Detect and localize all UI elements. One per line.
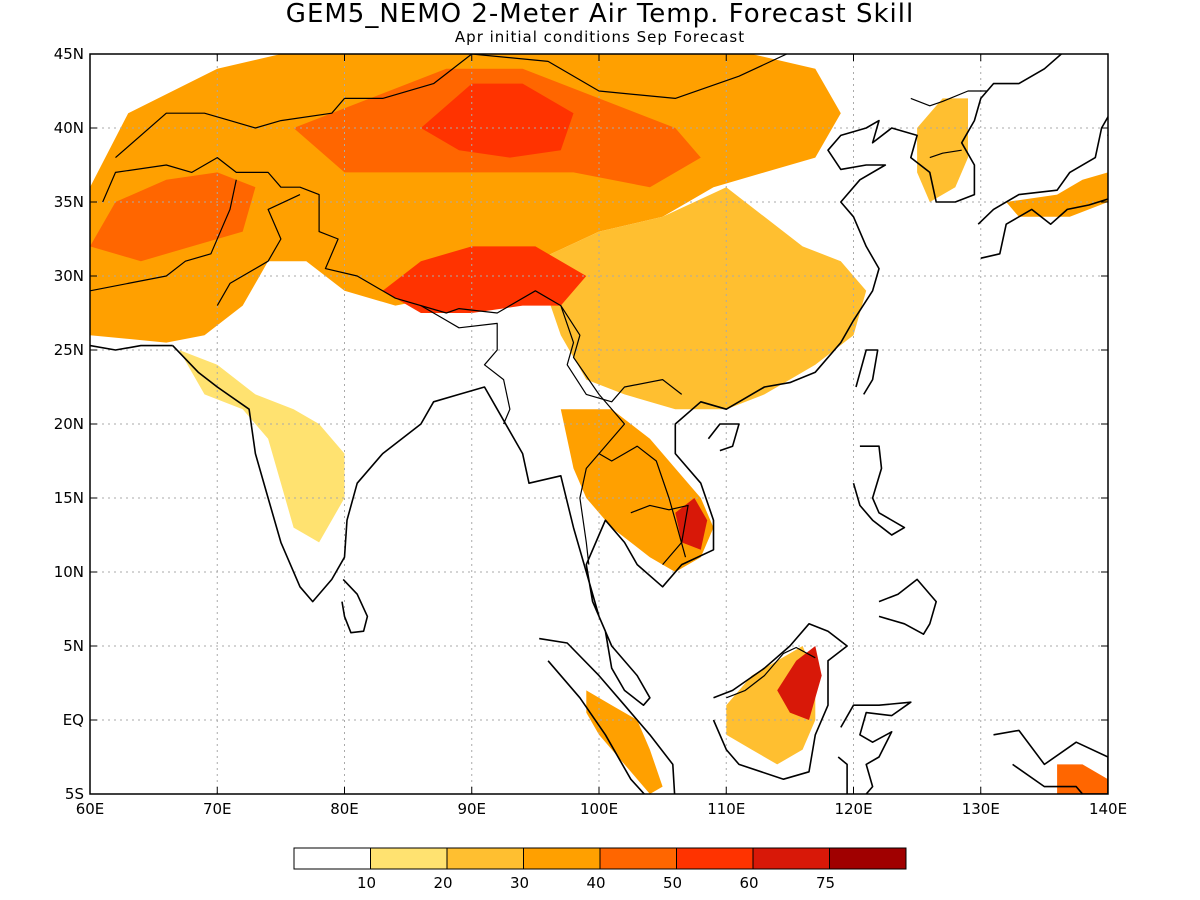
coastline-kyushu-honshu — [977, 115, 1108, 259]
colorbar-label: 75 — [816, 874, 835, 892]
border-b8 — [579, 453, 600, 565]
colorbar-label: 60 — [739, 874, 758, 892]
coastline-india-coast — [172, 54, 1063, 707]
skill-region-sumatra — [586, 690, 663, 794]
colorbar-label: 40 — [586, 874, 605, 892]
lat-tick-label: 5N — [63, 637, 84, 655]
lon-tick-label: 60E — [76, 800, 105, 818]
coastline-arabia-coast — [90, 344, 173, 351]
coastline-borneo-coast — [712, 622, 848, 781]
lat-tick-label: 35N — [54, 193, 84, 211]
colorbar-swatch — [446, 847, 524, 870]
coastline-sulawesi — [837, 701, 912, 794]
coastline-png-coast — [993, 729, 1108, 794]
lon-tick-label: 110E — [707, 800, 745, 818]
colorbar-swatch — [599, 847, 677, 870]
chart-title: GEM5_NEMO 2-Meter Air Temp. Forecast Ski… — [285, 0, 915, 29]
colorbar-swatch — [523, 847, 601, 870]
lon-tick-label: 120E — [834, 800, 872, 818]
skill-region-vietnam-hot — [675, 498, 708, 550]
lat-tick-label: 5S — [65, 785, 84, 803]
lat-tick-label: 10N — [54, 563, 84, 581]
skill-region-china-south — [535, 187, 867, 410]
border-b6 — [420, 305, 511, 425]
border-b12 — [726, 646, 816, 699]
border-b5 — [115, 98, 345, 159]
chart-subtitle: Apr initial conditions Sep Forecast — [454, 28, 746, 46]
skill-region-borneo-core — [777, 646, 822, 720]
coastline-hainan — [707, 423, 740, 452]
coastline-mindanao — [878, 578, 938, 636]
lat-tick-label: 45N — [54, 45, 84, 63]
skill-region-indochina — [560, 409, 714, 572]
skill-region-iran-hot — [90, 172, 256, 262]
colorbar-label: 20 — [433, 874, 452, 892]
coastline-sumatra-coast — [539, 637, 676, 794]
border-b2 — [216, 194, 301, 306]
border-b4 — [344, 54, 789, 100]
colorbar-swatch — [293, 847, 371, 870]
axis-ticks: 60E 70E 80E 90E 100E 110E 120E 130E 140E 45N 40N 35… — [54, 45, 1127, 818]
lat-tick-label: 40N — [54, 119, 84, 137]
lat-tick-label: 30N — [54, 267, 84, 285]
coastline-sri-lanka — [341, 578, 369, 634]
border-b9 — [630, 504, 689, 565]
skill-region-mongolia-core — [420, 83, 574, 158]
lon-tick-label: 130E — [962, 800, 1000, 818]
lon-tick-label: 140E — [1089, 800, 1127, 818]
colorbar-label: 30 — [510, 874, 529, 892]
lat-tick-label: EQ — [63, 711, 84, 729]
colorbar-swatch — [829, 847, 907, 870]
colorbar-label: 10 — [357, 874, 376, 892]
colorbar-swatch — [676, 847, 754, 870]
gridlines — [90, 54, 1108, 794]
lat-tick-label: 20N — [54, 415, 84, 433]
lon-tick-label: 90E — [457, 800, 486, 818]
skill-region-tibet-hot — [382, 246, 587, 313]
coastline-taiwan — [855, 349, 879, 395]
border-b3 — [90, 179, 237, 292]
colorbar-label: 50 — [663, 874, 682, 892]
coastline-luzon — [852, 445, 906, 536]
border-b11 — [929, 149, 962, 159]
border-b10 — [910, 90, 988, 107]
colorbar: 10 20 30 40 50 60 75 — [293, 847, 907, 892]
colorbar-swatch — [752, 847, 830, 870]
colorbar-swatch — [370, 847, 448, 870]
lon-tick-label: 100E — [580, 800, 618, 818]
lat-tick-label: 25N — [54, 341, 84, 359]
lat-tick-label: 15N — [54, 489, 84, 507]
lon-tick-label: 70E — [203, 800, 232, 818]
coastlines — [90, 54, 1108, 794]
skill-region-india-patches — [179, 350, 345, 543]
lon-tick-label: 80E — [330, 800, 359, 818]
border-b1 — [102, 157, 683, 403]
border-b7 — [560, 305, 687, 558]
